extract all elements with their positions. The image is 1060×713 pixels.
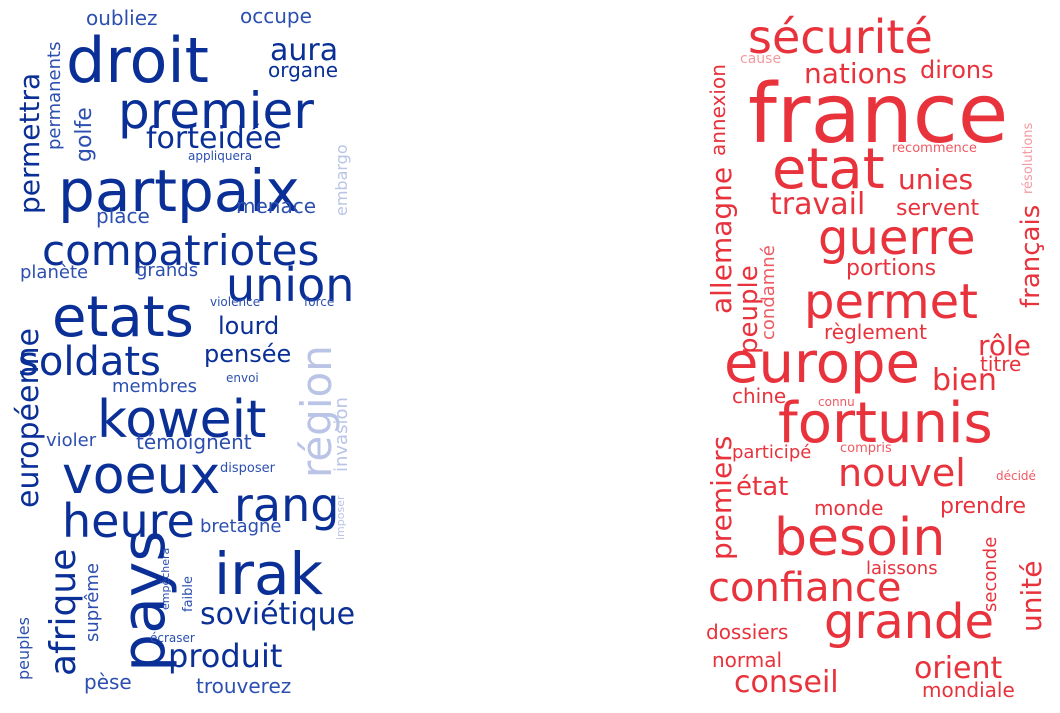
word-cloud-right: sécurité france etat guerre permet europe fort… [700, 0, 1060, 713]
word-embargo: embargo [332, 144, 351, 216]
word-titre: titre [980, 352, 1022, 376]
word-suprême: suprême [82, 563, 103, 642]
word-imposer: imposer [334, 495, 347, 540]
word-grande: grande [824, 594, 995, 650]
word-pensée: pensée [204, 340, 292, 368]
word-etats: etats [52, 285, 194, 350]
word-cause: cause [740, 51, 782, 67]
word-orient: orient [914, 651, 1003, 686]
word-seconde: seconde [980, 536, 1001, 612]
word-besoin: besoin [774, 508, 946, 568]
word-invasion: invasion [331, 397, 352, 472]
word-envoi: envoi [226, 371, 259, 385]
word-golfe: golfe [72, 107, 97, 162]
word-force: force [304, 295, 335, 309]
word-mondiale: mondiale [922, 678, 1015, 702]
word-portions: portions [846, 256, 937, 281]
word-rang: rang [234, 478, 340, 532]
word-compris: compris [840, 441, 892, 456]
word-normal: normal [712, 648, 783, 672]
word-koweit: koweit [97, 390, 267, 450]
word-nouvel: nouvel [838, 451, 966, 495]
word-trouverez: trouverez [196, 674, 292, 698]
word-premier: premier [118, 82, 314, 140]
word-permettra: permettra [13, 72, 46, 214]
word-conseil: conseil [734, 665, 839, 700]
word-condamné: condamné [758, 245, 779, 340]
word-aura: aura [270, 33, 339, 68]
word-violer: violer [46, 430, 97, 451]
word-travail: travail [770, 187, 866, 222]
word-témoignent: témoignent [136, 430, 252, 454]
word-confiance: confiance [708, 565, 902, 611]
word-afrique: afrique [43, 548, 84, 676]
word-lourd: lourd [218, 312, 280, 340]
word-état: état [736, 472, 789, 502]
word-règlement: règlement [824, 320, 927, 344]
word-allemagne: allemagne [705, 166, 738, 314]
word-grands: grands [136, 260, 199, 281]
word-laissons: laissons [866, 558, 938, 579]
word-organe: organe [268, 58, 339, 82]
word-membres: membres [112, 376, 198, 397]
word-chine: chine [732, 384, 787, 408]
word-écraser: écraser [150, 631, 195, 645]
word-permanents: permanents [44, 41, 65, 150]
word-occupe: occupe [240, 4, 312, 28]
word-produit: produit [168, 637, 283, 675]
word-sécurité: sécurité [748, 10, 933, 64]
word-heure: heure [62, 494, 195, 548]
word-europe: europe [724, 331, 920, 396]
word-france: france [748, 67, 1009, 162]
word-européenne: européenne [11, 328, 46, 508]
word-connu: connu [818, 395, 855, 409]
word-guerre: guerre [818, 210, 976, 266]
word-droit: droit [66, 24, 209, 97]
word-irak: irak [214, 540, 324, 608]
word-pèse: pèse [84, 670, 132, 694]
word-nations: nations [804, 57, 908, 90]
word-etat: etat [772, 137, 885, 202]
word-cloud-left: droit premier partpaix compatriotes etats uni… [0, 0, 360, 713]
word-dirons: dirons [920, 56, 994, 84]
word-prendre: prendre [940, 494, 1027, 519]
word-bien: bien [932, 363, 997, 398]
word-empêchera: empêchera [159, 547, 172, 610]
word-soviétique: soviétique [200, 597, 356, 632]
word-participé: participé [732, 442, 812, 463]
word-décidé: décidé [996, 469, 1036, 483]
word-planète: planète [20, 262, 89, 283]
word-peuples: peuples [14, 617, 33, 680]
word-unité: unité [1015, 560, 1048, 632]
word-disposer: disposer [220, 461, 275, 476]
word-bretagne: bretagne [200, 516, 282, 537]
word-unies: unies [898, 163, 974, 196]
word-résolutions: résolutions [1021, 122, 1036, 194]
word-oubliez: oubliez [86, 6, 158, 30]
word-violence: violence [210, 295, 261, 309]
word-monde: monde [814, 496, 884, 520]
word-rôle: rôle [978, 329, 1032, 362]
word-place: place [96, 204, 150, 228]
word-menace: menace [236, 194, 317, 218]
word-union: union [226, 258, 355, 312]
word-dossiers: dossiers [706, 620, 789, 644]
word-voeux: voeux [62, 446, 221, 506]
word-compatriotes: compatriotes [42, 226, 320, 275]
word-servent: servent [896, 196, 980, 221]
word-forteidée: forteidée [146, 121, 282, 156]
word-annexion: annexion [706, 64, 730, 156]
word-partpaix: partpaix [58, 157, 300, 225]
word-recommence: recommence [892, 141, 977, 156]
word-français: français [1016, 204, 1046, 308]
word-soldats: soldats [18, 339, 161, 385]
word-fortunis: fortunis [778, 391, 993, 456]
word-permet: permet [804, 274, 978, 330]
word-appliquera: appliquera [188, 149, 253, 163]
word-faible: faible [181, 575, 196, 612]
